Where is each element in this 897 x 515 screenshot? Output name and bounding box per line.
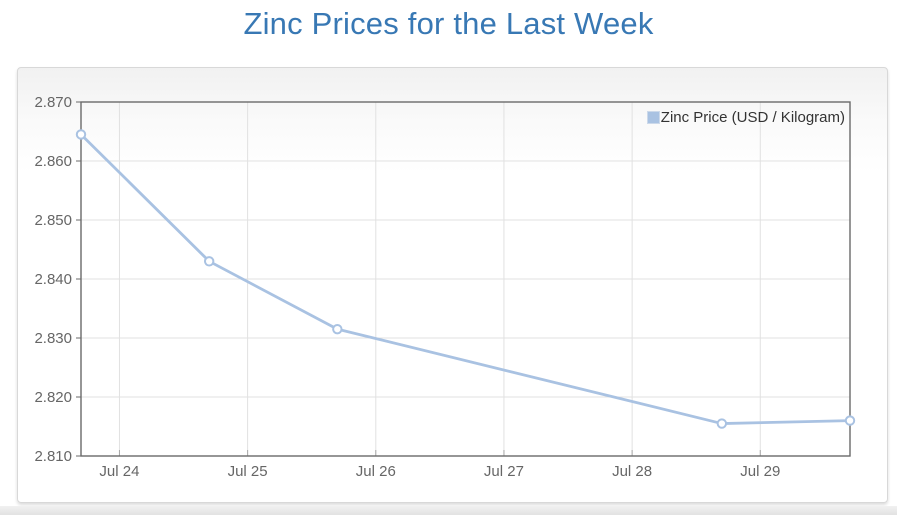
page-lower-edge bbox=[0, 506, 897, 515]
chart-card: Jul 24 Jul 25 Jul 26 Jul 27 Jul 28 Jul 29 2.87… bbox=[17, 67, 888, 503]
legend[interactable]: Zinc Price (USD / Kilogram) bbox=[646, 109, 845, 126]
data-point-marker[interactable] bbox=[75, 129, 87, 140]
data-point-marker[interactable] bbox=[716, 418, 728, 429]
x-axis-label: Jul 26 bbox=[356, 463, 396, 480]
y-axis-label: 2.860 bbox=[34, 153, 72, 170]
data-point-marker[interactable] bbox=[844, 415, 856, 426]
x-axis-label: Jul 24 bbox=[99, 463, 139, 480]
x-axis-label: Jul 29 bbox=[740, 463, 780, 480]
y-axis-label: 2.810 bbox=[34, 448, 72, 465]
x-axis-label: Jul 28 bbox=[612, 463, 652, 480]
y-axis-label: 2.850 bbox=[34, 212, 72, 229]
legend-label: Zinc Price (USD / Kilogram) bbox=[660, 109, 845, 126]
y-axis-label: 2.830 bbox=[34, 330, 72, 347]
y-axis-label: 2.820 bbox=[34, 389, 72, 406]
y-axis-label: 2.870 bbox=[34, 94, 72, 111]
data-point-marker[interactable] bbox=[203, 256, 215, 267]
x-axis-label: Jul 25 bbox=[228, 463, 268, 480]
data-point-marker[interactable] bbox=[332, 323, 343, 335]
chart-svg: Jul 24 Jul 25 Jul 26 Jul 27 Jul 28 Jul 29 2.87… bbox=[34, 94, 856, 480]
plot-border bbox=[80, 101, 851, 457]
page-title: Zinc Prices for the Last Week bbox=[243, 6, 654, 41]
y-axis-label: 2.840 bbox=[34, 271, 72, 288]
legend-swatch-icon bbox=[646, 111, 660, 124]
x-axis-label: Jul 27 bbox=[484, 463, 524, 480]
